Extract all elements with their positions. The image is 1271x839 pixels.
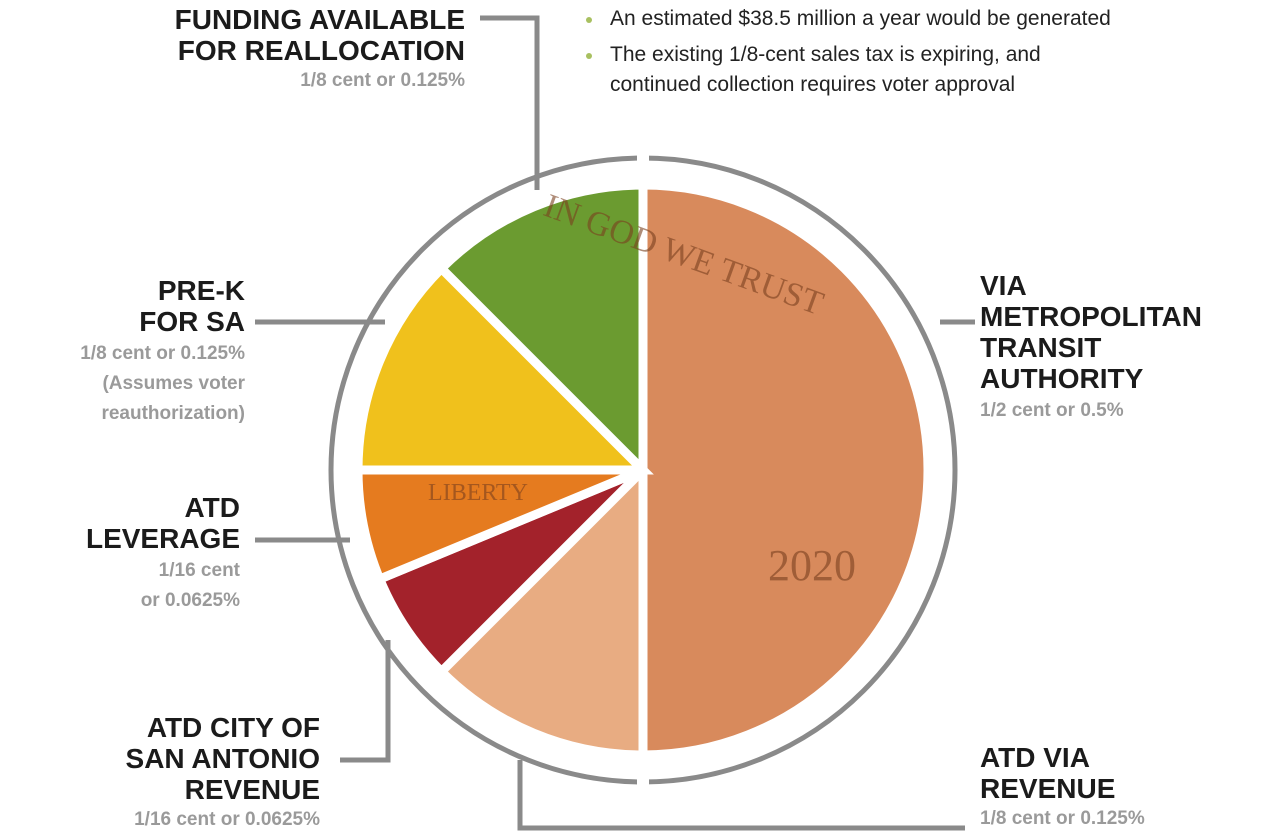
category-name: ATD LEVERAGE (85, 492, 240, 554)
value-label: 1/8 cent or 0.125% (980, 808, 1145, 829)
category-name: ATD VIA REVENUE (980, 742, 1116, 804)
leader-line (340, 640, 391, 763)
value-label: 1/8 cent or 0.125% (80, 343, 245, 364)
slice-label: ATD CITY OF SAN ANTONIO REVENUE 1/16 cent… (126, 712, 320, 835)
category-name: PRE-K FOR SA (139, 275, 245, 337)
value-label: 1/16 cent or 0.0625% (134, 809, 320, 830)
slice-label: ATD VIA REVENUE 1/8 cent or 0.125% (980, 742, 1145, 834)
bullet-dot (586, 53, 592, 59)
coin-text: LIBERTY (428, 480, 528, 506)
pie-slice (638, 180, 933, 760)
slice-label: PRE-K FOR SA 1/8 cent or 0.125% (Assumes v… (80, 275, 245, 429)
category-name: VIA METROPOLITAN TRANSIT AUTHORITY (980, 270, 1202, 394)
annotation: (Assumes voter reauthorization) (101, 373, 245, 424)
pie-slice (435, 180, 648, 481)
leader-line (517, 760, 965, 831)
ring-gap (637, 150, 649, 180)
slice-label: ATD LEVERAGE 1/16 cent or 0.0625% (86, 492, 240, 616)
slice-label: VIA METROPOLITAN TRANSIT AUTHORITY 1/2 ce… (980, 270, 1202, 426)
bullet-text: An estimated $38.5 million a year would … (610, 7, 1111, 30)
slice-label: FUNDING AVAILABLE FOR REALLOCATION 1/8 ce… (175, 4, 465, 96)
category-name: ATD CITY OF SAN ANTONIO REVENUE (125, 712, 320, 805)
bullet-text: The existing 1/8-cent sales tax is expir… (610, 43, 1041, 96)
category-name: FUNDING AVAILABLE FOR REALLOCATION (174, 4, 465, 66)
ring-gap (637, 760, 649, 790)
pie-slice (353, 262, 654, 475)
bullet-dot (586, 17, 592, 23)
value-label: 1/16 cent or 0.0625% (140, 560, 240, 611)
coin-text: 2020 (768, 541, 856, 590)
pie-slice (435, 459, 648, 760)
leader-line (480, 15, 540, 190)
value-label: 1/2 cent or 0.5% (980, 400, 1124, 421)
value-label: 1/8 cent or 0.125% (300, 70, 465, 91)
